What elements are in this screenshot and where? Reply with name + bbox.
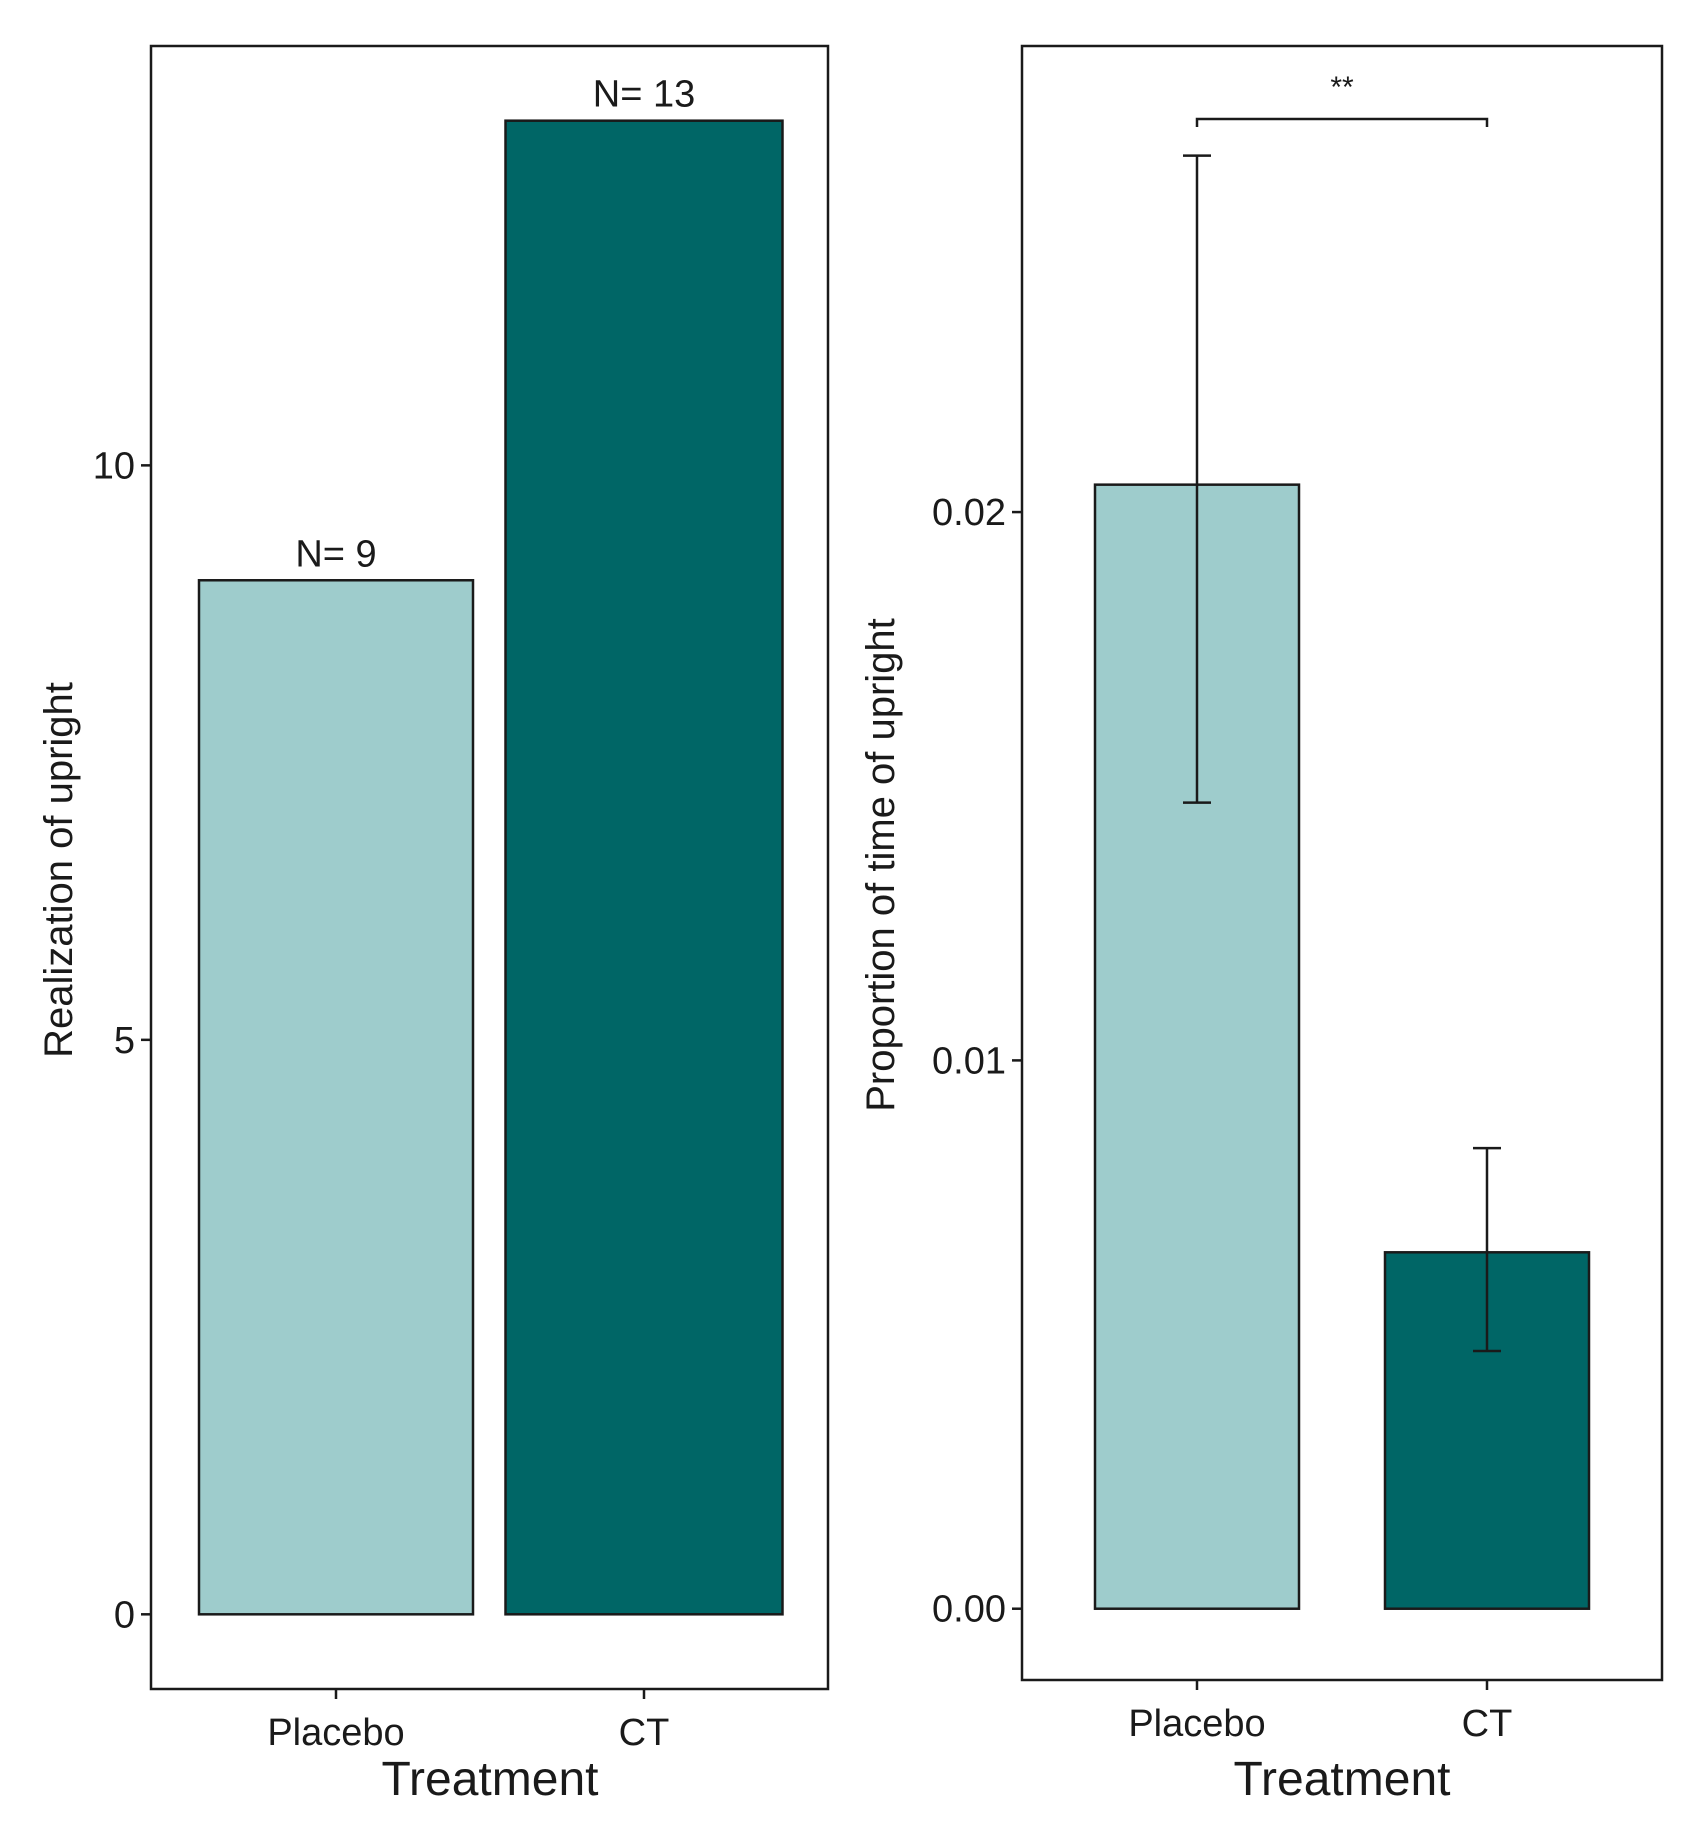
y-tick-label: 0.02 (932, 492, 1006, 534)
x-tick-label: CT (1462, 1703, 1513, 1745)
y-tick-label: 0.00 (932, 1589, 1006, 1631)
y-tick-label: 0 (114, 1594, 135, 1636)
y-tick-label: 10 (93, 445, 135, 487)
chart-panel-2: ** 0.00 0.01 0.02 Placebo CT Treatment Proporti… (859, 44, 1664, 1806)
x-tick-label: Placebo (267, 1712, 404, 1754)
y-tick-label: 5 (114, 1020, 135, 1062)
y-axis-title: Proportion of time of upright (859, 618, 903, 1112)
x-tick-label: Placebo (1128, 1703, 1265, 1745)
bar-placebo (197, 579, 475, 1616)
x-axis-title: Treatment (382, 1753, 599, 1806)
y-axis-title: Realization of upright (37, 682, 81, 1058)
chart-panel-1: N= 9 N= 13 0 5 10 Placebo CT Treatment Realizati… (37, 44, 830, 1806)
error-bar-ct (1473, 1146, 1501, 1353)
x-axis-title: Treatment (1234, 1753, 1451, 1806)
bar-ct (504, 119, 784, 1616)
significance-bracket (1195, 117, 1489, 127)
data-label-placebo: N= 9 (295, 533, 376, 575)
x-tick-label: CT (619, 1712, 670, 1754)
significance-label: ** (1330, 71, 1354, 104)
panel-border (149, 44, 830, 1691)
panel-border (1020, 44, 1664, 1682)
y-tick-label: 0.01 (932, 1040, 1006, 1082)
data-label-ct: N= 13 (593, 74, 695, 116)
error-bar-placebo (1183, 154, 1211, 804)
